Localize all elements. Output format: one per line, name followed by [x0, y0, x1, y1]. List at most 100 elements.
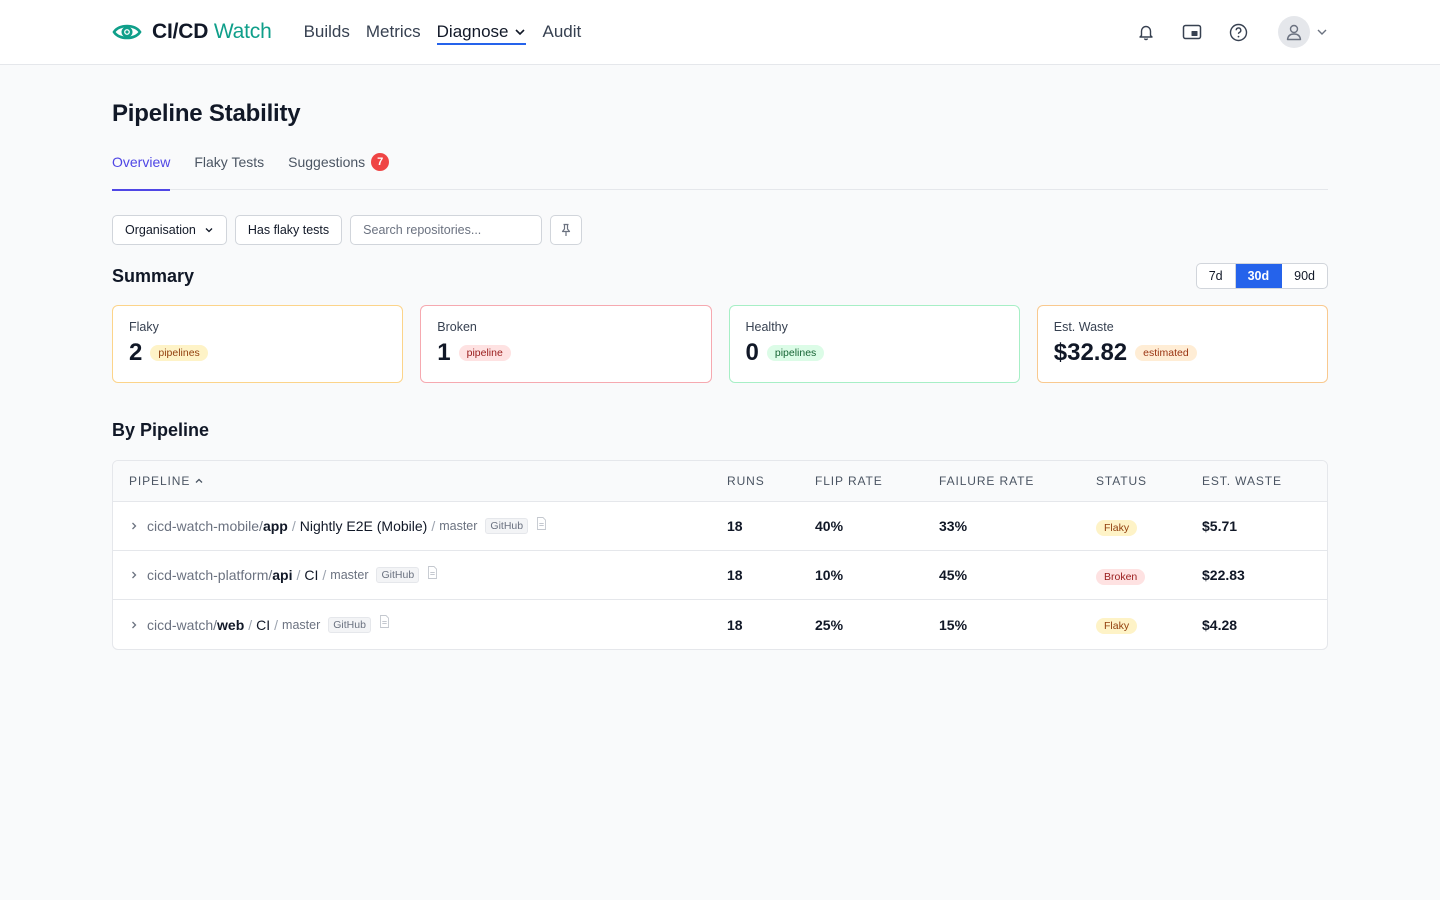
- picture-in-picture-button[interactable]: [1182, 22, 1202, 42]
- branch-name: master: [439, 519, 478, 533]
- branch-name: master: [330, 568, 369, 582]
- card-label: Flaky: [129, 320, 159, 334]
- document-icon[interactable]: [427, 565, 438, 579]
- table-row[interactable]: cicd-watch-mobile/app / Nightly E2E (Mob…: [113, 502, 1327, 551]
- pipeline-table: PIPELINE RUNS FLIP RATE FAILURE RATE STA…: [112, 460, 1328, 650]
- runs-cell: 18: [727, 616, 743, 633]
- est-waste-cell: $4.28: [1202, 616, 1238, 633]
- card-label: Healthy: [745, 320, 788, 334]
- repo-org: cicd-watch-mobile/: [147, 518, 263, 534]
- pipeline-name[interactable]: Nightly E2E (Mobile): [299, 518, 428, 534]
- chevron-right-icon[interactable]: [129, 521, 139, 531]
- path-separator: /: [274, 616, 279, 633]
- failure-rate-cell: 33%: [939, 518, 968, 534]
- time-range-selector: 7d 30d 90d: [1195, 263, 1328, 289]
- table-row[interactable]: cicd-watch-platform/api / CI / master Gi…: [113, 551, 1327, 600]
- column-header-flip-rate[interactable]: FLIP RATE: [815, 474, 883, 488]
- document-icon[interactable]: [536, 516, 547, 530]
- help-button[interactable]: [1228, 22, 1248, 42]
- status-badge: Broken: [1096, 568, 1146, 585]
- repo-name[interactable]: app: [262, 518, 288, 534]
- path-separator: /: [296, 567, 301, 583]
- runs-cell: 18: [727, 567, 743, 583]
- provider-tag: GitHub: [328, 616, 371, 633]
- nav-audit[interactable]: Audit: [542, 22, 582, 41]
- range-90d[interactable]: 90d: [1294, 269, 1315, 283]
- brand-logo[interactable]: CI/CD Watch: [112, 20, 272, 44]
- card-pill: pipeline: [458, 345, 511, 361]
- est-waste-cell: $22.83: [1202, 567, 1245, 583]
- suggestions-count-badge: 7: [371, 153, 390, 171]
- failure-rate-cell: 45%: [939, 567, 968, 583]
- flip-rate-cell: 10%: [815, 567, 844, 583]
- flip-rate-cell: 25%: [815, 616, 844, 633]
- column-header-runs[interactable]: RUNS: [727, 474, 765, 488]
- repo-org: cicd-watch/: [147, 616, 218, 633]
- column-header-status[interactable]: STATUS: [1096, 474, 1147, 488]
- summary-header: Summary 7d 30d 90d: [112, 261, 1328, 291]
- path-separator: /: [322, 567, 327, 583]
- card-pill: pipelines: [766, 345, 825, 361]
- nav-builds[interactable]: Builds: [303, 22, 350, 41]
- card-pill: pipelines: [150, 345, 208, 361]
- chevron-down-icon: [1317, 29, 1327, 35]
- nav-metrics[interactable]: Metrics: [365, 22, 421, 41]
- table-row[interactable]: cicd-watch/web / CI / master GitHub 18 2…: [113, 600, 1327, 649]
- pipeline-name[interactable]: CI: [256, 616, 271, 633]
- bell-icon: [1139, 25, 1153, 41]
- organisation-dropdown[interactable]: Organisation: [112, 215, 227, 245]
- pin-button[interactable]: [550, 215, 583, 245]
- chevron-down-icon: [515, 29, 526, 36]
- notifications-button[interactable]: [1136, 22, 1156, 42]
- card-pill: estimated: [1135, 345, 1197, 361]
- path-separator: /: [431, 518, 436, 534]
- branch-name: master: [282, 617, 321, 632]
- tab-flaky-tests[interactable]: Flaky Tests: [194, 154, 265, 170]
- user-menu[interactable]: [1278, 16, 1328, 48]
- column-header-failure-rate[interactable]: FAILURE RATE: [939, 474, 1035, 488]
- main-content: Pipeline Stability Overview Flaky Tests …: [112, 65, 1328, 650]
- path-separator: /: [248, 616, 253, 633]
- column-header-pipeline[interactable]: PIPELINE: [113, 474, 727, 488]
- status-badge: Flaky: [1096, 618, 1138, 634]
- summary-cards: Flaky 2 pipelines Broken 1 pipeline Heal…: [112, 305, 1328, 383]
- help-circle-icon: [1229, 23, 1247, 41]
- card-label: Broken: [437, 320, 477, 334]
- main-nav: Builds Metrics Diagnose Audit: [303, 0, 582, 64]
- tab-suggestions[interactable]: Suggestions 7: [288, 152, 390, 190]
- sort-ascending-icon: [195, 478, 203, 483]
- eye-logo-icon: [112, 24, 142, 40]
- pin-icon: [562, 223, 571, 236]
- pipeline-name[interactable]: CI: [304, 567, 319, 583]
- flaky-summary-card: Flaky 2 pipelines: [112, 305, 404, 383]
- summary-title: Summary: [112, 265, 195, 286]
- filter-bar: Organisation Has flaky tests: [112, 215, 1328, 245]
- est-waste-summary-card: Est. Waste $32.82 estimated: [1036, 305, 1328, 383]
- repo-org: cicd-watch-platform/: [147, 567, 273, 583]
- chevron-right-icon[interactable]: [129, 620, 139, 630]
- page-tabs: Overview Flaky Tests Suggestions 7: [112, 152, 1328, 191]
- page-title: Pipeline Stability: [112, 100, 301, 127]
- repo-name[interactable]: api: [272, 567, 293, 583]
- healthy-summary-card: Healthy 0 pipelines: [728, 305, 1020, 383]
- chevron-down-icon: [205, 228, 213, 233]
- has-flaky-tests-filter[interactable]: Has flaky tests: [234, 215, 343, 245]
- tab-overview[interactable]: Overview: [112, 152, 171, 191]
- repo-name[interactable]: web: [217, 616, 245, 633]
- top-navbar: CI/CD Watch Builds Metrics Diagnose Audi…: [0, 0, 1440, 65]
- status-badge: Flaky: [1096, 519, 1138, 536]
- search-repositories-input[interactable]: [350, 215, 543, 245]
- document-icon[interactable]: [379, 615, 390, 628]
- card-value: 0: [745, 339, 759, 366]
- range-30d[interactable]: 30d: [1235, 264, 1283, 288]
- failure-rate-cell: 15%: [939, 616, 968, 633]
- range-7d[interactable]: 7d: [1197, 264, 1236, 288]
- card-label: Est. Waste: [1053, 320, 1114, 334]
- column-header-est-waste[interactable]: EST. WASTE: [1202, 474, 1282, 488]
- chevron-right-icon[interactable]: [129, 570, 139, 580]
- user-icon: [1286, 24, 1302, 41]
- provider-tag: GitHub: [376, 567, 420, 583]
- picture-in-picture-icon: [1182, 24, 1202, 40]
- nav-diagnose[interactable]: Diagnose: [436, 0, 527, 64]
- card-value: $32.82: [1053, 339, 1128, 366]
